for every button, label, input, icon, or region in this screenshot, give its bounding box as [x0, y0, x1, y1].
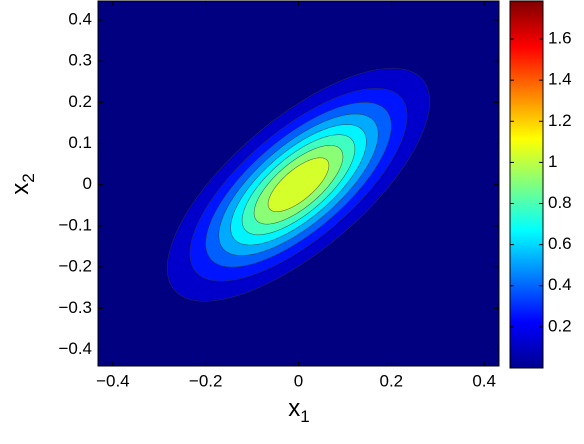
colorbar-tick-label: 1.4 — [548, 70, 572, 89]
y-tick-label: −0.3 — [58, 298, 92, 317]
y-tick-label: −0.2 — [58, 257, 92, 276]
colorbar-tick-label: 0.2 — [548, 316, 572, 335]
y-tick-label: −0.4 — [58, 339, 92, 358]
x-tick-label: −0.4 — [96, 371, 130, 390]
colorbar-tick-label: 0.8 — [548, 193, 572, 212]
plot-area — [98, 1, 499, 366]
x-tick-label: 0 — [294, 371, 303, 390]
colorbar-tick-label: 0.4 — [548, 275, 572, 294]
colorbar-tick-label: 1.2 — [548, 111, 572, 130]
colorbar — [509, 0, 544, 369]
x-tick-label: 0.2 — [380, 371, 404, 390]
y-tick-label: −0.1 — [58, 215, 92, 234]
x-axis-label: x1 — [288, 395, 309, 426]
y-tick-label: 0.4 — [68, 9, 92, 28]
colorbar-tick-label: 0.6 — [548, 234, 572, 253]
y-tick-label: 0.2 — [68, 92, 92, 111]
y-tick-label: 0.3 — [68, 51, 92, 70]
x-tick-label: 0.4 — [472, 371, 496, 390]
y-tick-label: 0.1 — [68, 133, 92, 152]
x-tick-label: −0.2 — [189, 371, 223, 390]
y-axis-label: x2 — [7, 173, 38, 194]
y-tick-label: 0 — [83, 174, 92, 193]
colorbar-tick-label: 1.6 — [548, 29, 572, 48]
colorbar-tick-label: 1 — [548, 152, 557, 171]
contour-level — [267, 157, 330, 213]
